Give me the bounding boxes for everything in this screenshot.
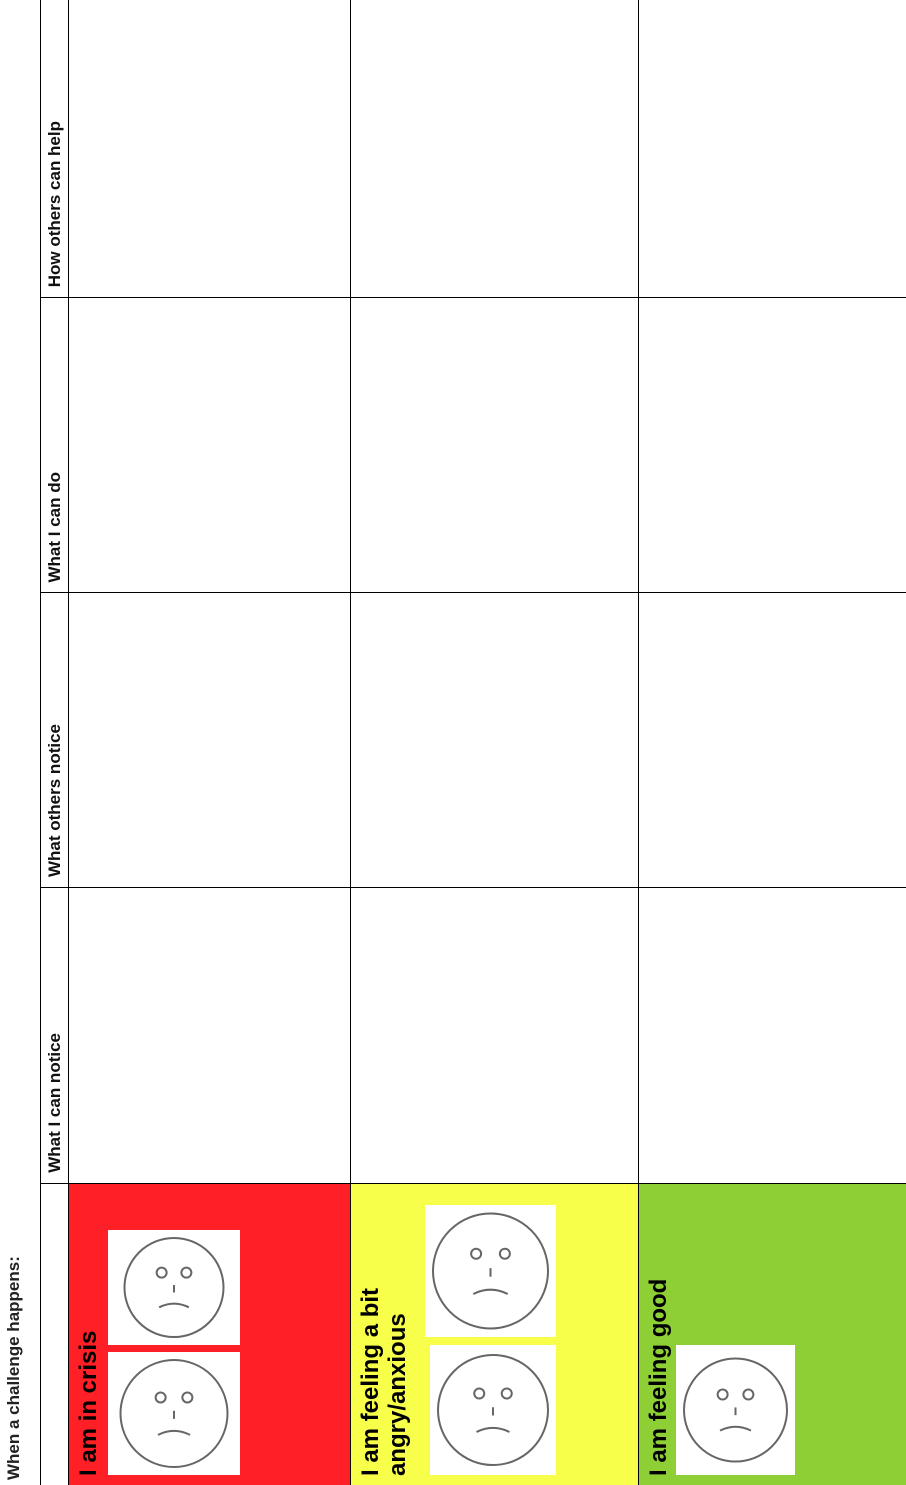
header-cell: What I can do (40, 297, 69, 593)
empty-cell (68, 592, 351, 888)
header-blank (40, 1183, 69, 1485)
empty-cell (638, 887, 906, 1184)
empty-cell (350, 887, 639, 1184)
row-label: I am feeling a bit angry/anxious (357, 1287, 411, 1476)
face-drawing (432, 1212, 549, 1330)
empty-cell (638, 297, 906, 593)
empty-cell (350, 592, 639, 888)
face-image (676, 1345, 795, 1475)
header-text: What I can do (45, 471, 64, 583)
empty-cell (68, 0, 351, 298)
face-drawing (119, 1359, 229, 1468)
empty-cell (68, 887, 351, 1184)
header-text: What others notice (45, 723, 64, 877)
empty-cell (68, 297, 351, 593)
page-title: When a challenge happens: (4, 1256, 23, 1480)
empty-cell (638, 592, 906, 888)
face-image (108, 1230, 240, 1345)
face-drawing (437, 1354, 549, 1466)
face-image (108, 1352, 240, 1475)
face-image (430, 1345, 556, 1475)
header-cell: How others can help (40, 0, 69, 298)
empty-cell (350, 297, 639, 593)
header-cell: What others notice (40, 592, 69, 888)
row-label: I am in crisis (75, 1330, 102, 1476)
row-label: I am feeling good (645, 1278, 672, 1476)
header-text: How others can help (45, 120, 64, 287)
face-drawing (683, 1357, 788, 1463)
header-cell: What I can notice (40, 887, 69, 1184)
face-image (425, 1205, 556, 1337)
header-text: What I can notice (45, 1033, 64, 1173)
empty-cell (350, 0, 639, 298)
empty-cell (638, 0, 906, 298)
face-drawing (123, 1237, 225, 1338)
